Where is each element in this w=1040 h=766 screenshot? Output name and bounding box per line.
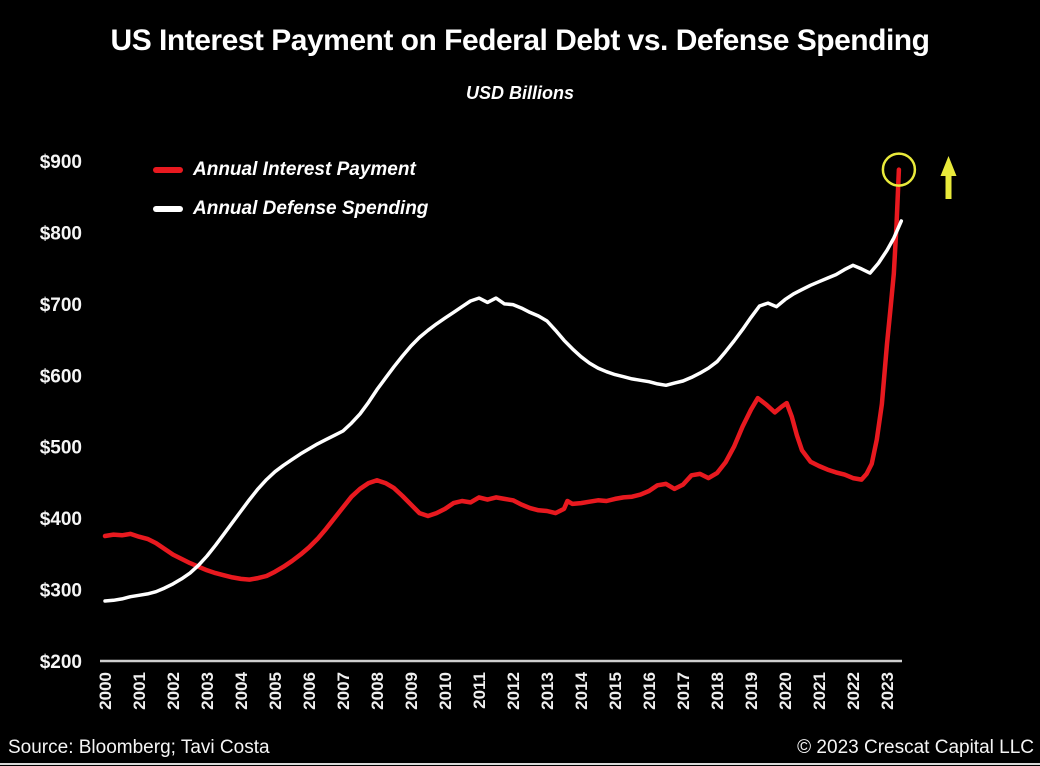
x-tick-label: 2020 [776,672,795,710]
x-tick-label: 2011 [470,672,489,709]
x-tick-label: 2008 [368,672,387,710]
legend: Annual Interest Payment Annual Defense S… [153,157,428,235]
x-tick-label: 2013 [538,672,557,710]
y-tick-label: $700 [40,295,82,316]
y-tick-label: $400 [40,509,82,530]
chart-units-label: USD Billions [465,83,574,103]
x-tick-label: 2001 [130,672,149,710]
x-tick-label: 2005 [266,672,285,710]
bottom-divider-line [0,763,1040,765]
up-arrow-icon [940,156,957,199]
legend-item-interest: Annual Interest Payment [153,157,428,183]
x-axis-tick-labels: 2000 2001 2002 2003 2004 2005 2006 2007 2008 2009… [96,671,897,709]
x-tick-label: 2014 [572,671,591,709]
x-tick-label: 2018 [708,672,727,710]
x-tick-label: 2007 [334,672,353,710]
copyright-text: © 2023 Crescat Capital LLC [797,737,1034,758]
x-tick-label: 2006 [300,672,319,710]
x-tick-label: 2015 [606,672,625,710]
defense-line-swatch [153,206,183,212]
footer: Source: Bloomberg; Tavi Costa © 2023 Cre… [8,737,1034,759]
y-tick-label: $300 [40,581,82,602]
legend-label-interest: Annual Interest Payment [193,159,416,180]
x-tick-label: 2016 [640,672,659,710]
x-tick-label: 2010 [436,672,455,710]
x-tick-label: 2022 [844,672,863,710]
defense-spending-line [103,219,904,603]
y-tick-label: $600 [40,366,82,387]
x-tick-label: 2019 [742,672,761,710]
y-tick-label: $800 [40,223,82,244]
x-tick-label: 2012 [504,672,523,710]
x-tick-label: 2002 [164,672,183,710]
legend-item-defense: Annual Defense Spending [153,196,428,222]
interest-line-swatch [153,167,183,173]
x-tick-label: 2009 [402,672,421,710]
x-tick-label: 2023 [878,672,897,710]
peak-highlight-circle-icon [881,152,917,187]
source-text: Source: Bloomberg; Tavi Costa [8,737,270,758]
legend-label-defense: Annual Defense Spending [193,198,429,219]
x-tick-label: 2000 [96,672,115,710]
x-tick-label: 2021 [810,672,829,710]
x-tick-label: 2017 [674,672,693,710]
x-tick-label: 2003 [198,672,217,710]
chart-title: US Interest Payment on Federal Debt vs. … [110,24,930,57]
y-tick-label: $200 [40,652,82,673]
interest-payment-line [102,167,902,582]
y-tick-label: $500 [40,438,82,459]
y-tick-label: $900 [40,152,82,173]
x-tick-label: 2004 [232,671,251,709]
y-axis-tick-labels: $900 $800 $700 $600 $500 $400 $300 $200 [40,152,82,673]
